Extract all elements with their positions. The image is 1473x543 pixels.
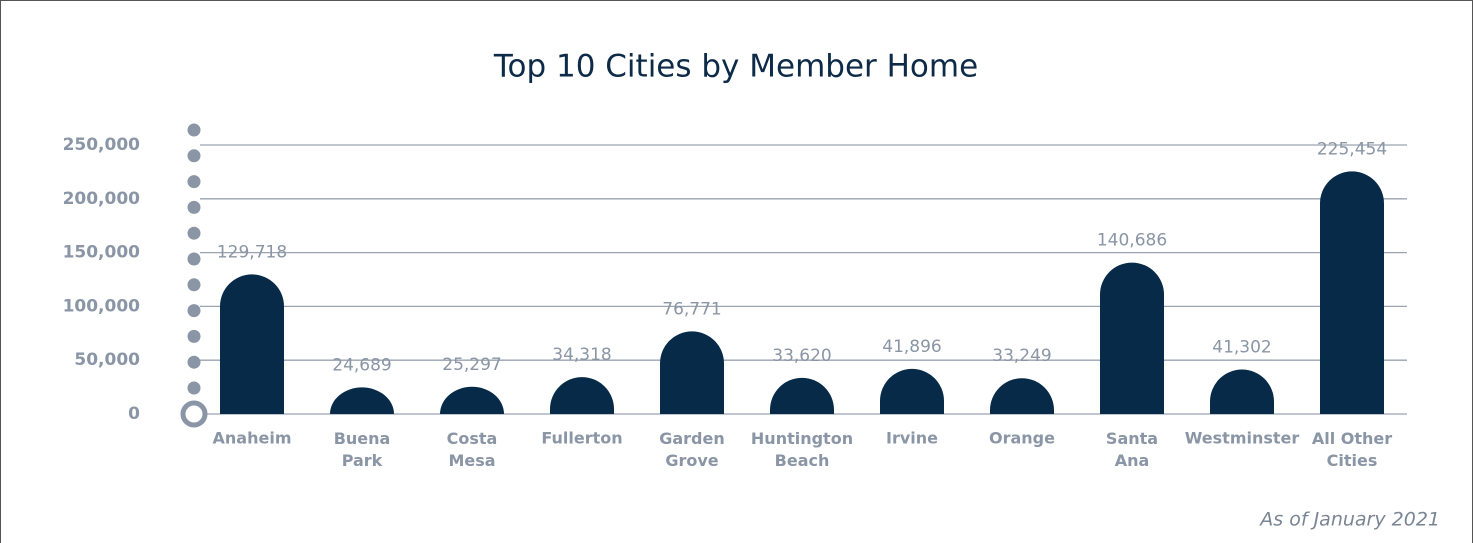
axis-dot xyxy=(187,123,201,137)
value-label: 25,297 xyxy=(442,355,501,375)
value-label: 24,689 xyxy=(332,355,391,375)
axis-dot xyxy=(187,175,201,189)
value-label: 41,302 xyxy=(1212,338,1271,358)
y-tick-label: 200,000 xyxy=(63,189,141,209)
x-tick-label: Anaheim xyxy=(213,429,292,448)
bar xyxy=(660,331,724,414)
x-tick-label: Irvine xyxy=(886,429,938,448)
bar xyxy=(330,387,394,414)
value-label: 34,318 xyxy=(552,345,611,365)
x-tick-label: Huntington Beach xyxy=(751,429,853,470)
y-tick-label: 50,000 xyxy=(74,350,140,370)
x-tick-label: All Other Cities xyxy=(1312,429,1392,470)
axis-dot xyxy=(187,252,201,266)
y-tick-label: 100,000 xyxy=(63,296,141,316)
x-tick-label: Fullerton xyxy=(541,429,622,448)
axis-dot xyxy=(187,200,201,214)
bar xyxy=(990,378,1054,414)
bar xyxy=(220,274,284,414)
chart-title: Top 10 Cities by Member Home xyxy=(493,49,978,85)
bar xyxy=(1100,262,1164,414)
axis-dot xyxy=(187,278,201,292)
x-tick-label: Buena Park xyxy=(334,429,391,470)
axis-dot xyxy=(187,381,201,395)
bar xyxy=(880,368,944,414)
y-tick-label: 150,000 xyxy=(63,243,141,263)
value-label: 140,686 xyxy=(1097,231,1167,251)
axis-dot xyxy=(187,329,201,343)
axis-dot xyxy=(187,149,201,163)
axis-dot xyxy=(187,355,201,369)
y-tick-label: 250,000 xyxy=(63,135,141,155)
bar xyxy=(1210,369,1274,414)
bar xyxy=(1320,171,1384,414)
value-label: 76,771 xyxy=(662,299,721,319)
chart-subtitle: As of January 2021 xyxy=(1258,509,1440,531)
value-label: 33,620 xyxy=(772,346,831,366)
bar xyxy=(550,377,614,414)
y-tick-label: 0 xyxy=(128,404,140,424)
bar xyxy=(770,377,834,414)
value-label: 33,249 xyxy=(992,346,1051,366)
x-tick-label: Garden Grove xyxy=(659,429,725,470)
axis-origin xyxy=(180,400,208,428)
value-label: 41,896 xyxy=(882,337,941,357)
axis-dot xyxy=(187,226,201,240)
x-tick-label: Orange xyxy=(989,429,1055,448)
x-tick-label: Santa Ana xyxy=(1106,429,1158,470)
value-label: 129,718 xyxy=(217,242,287,262)
value-label: 225,454 xyxy=(1317,139,1387,159)
x-tick-label: Westminster xyxy=(1185,429,1300,448)
bar xyxy=(440,386,504,414)
x-tick-label: Costa Mesa xyxy=(447,429,498,470)
axis-dot xyxy=(187,304,201,318)
